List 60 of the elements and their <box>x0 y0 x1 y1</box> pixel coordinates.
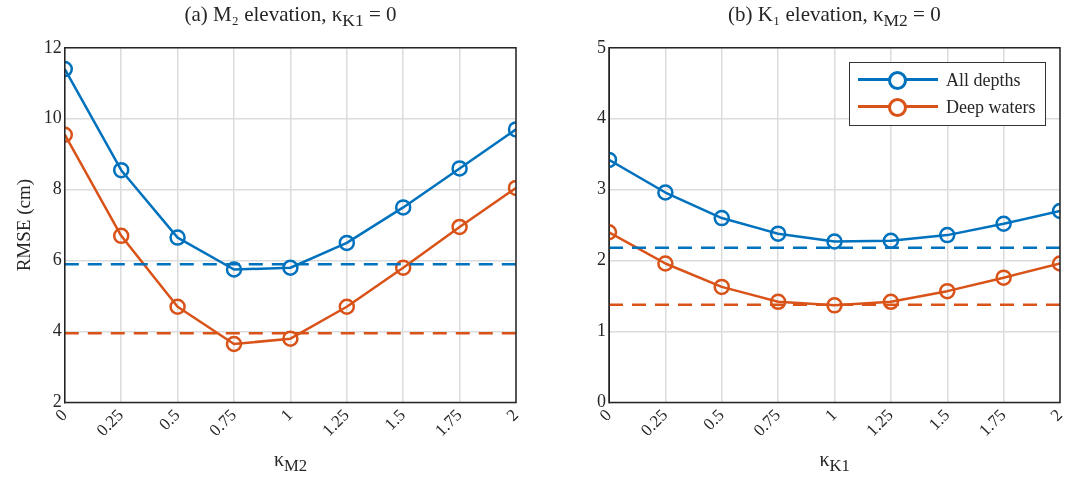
x-tick-label: 1.75 <box>431 405 466 440</box>
x-tick-label: 0.5 <box>699 405 728 434</box>
y-tick-label: 5 <box>597 36 606 57</box>
point <box>657 184 674 201</box>
x-tick-label: 1 <box>276 405 297 425</box>
y-tick-label: 2 <box>597 249 606 270</box>
y-tick-label: 4 <box>52 320 62 341</box>
y-tick-label: 3 <box>597 178 606 199</box>
point <box>282 259 299 276</box>
x-tick-label: 1 <box>821 405 841 425</box>
point <box>713 209 730 227</box>
point <box>169 298 186 316</box>
y-tick-label: 10 <box>43 107 62 128</box>
x-tick-label: 1.25 <box>318 405 353 440</box>
point <box>657 255 674 272</box>
y-axis-title: RMSE (cm) <box>13 178 36 272</box>
point <box>769 293 787 311</box>
y-tick-label: 8 <box>52 178 62 199</box>
point <box>713 278 730 296</box>
point <box>769 225 787 242</box>
x-tick-label: 1.25 <box>862 405 897 440</box>
point <box>338 234 356 252</box>
point <box>394 199 412 216</box>
x-tick-label: 0.5 <box>155 405 184 434</box>
point <box>338 298 356 316</box>
x-tick-label: 0.25 <box>636 405 672 440</box>
x-tick-label: 0.25 <box>92 405 128 440</box>
y-tick-label: 12 <box>43 36 62 57</box>
point <box>826 233 843 250</box>
x-tick-label: 2 <box>1046 405 1066 425</box>
y-tick-label: 4 <box>597 107 606 128</box>
x-axis-title: κ$_{K1}$ <box>819 448 850 476</box>
x-tick-label: 0.75 <box>749 405 785 440</box>
x-tick-label: 1.75 <box>975 405 1010 440</box>
point <box>882 293 900 311</box>
point <box>939 282 956 300</box>
x-tick-label: 0.75 <box>205 405 240 440</box>
x-tick-label: 1.5 <box>380 405 410 434</box>
point <box>112 161 130 179</box>
x-tick-label: 1.5 <box>924 405 954 434</box>
point <box>995 269 1012 286</box>
point <box>169 229 186 246</box>
legend-label: All depths <box>946 69 1021 91</box>
legend-label: Deep waters <box>946 96 1036 118</box>
y-tick-label: 1 <box>597 320 606 341</box>
point <box>112 227 130 245</box>
point <box>394 259 412 276</box>
point <box>225 335 243 353</box>
point <box>282 330 299 347</box>
point <box>826 297 843 314</box>
chart-title: (b) K₁ elevation, κ$_{M2}$ = 0 <box>728 2 941 32</box>
x-axis-title: κ$_{M2}$ <box>273 448 308 476</box>
chart-title: (a) M₂ elevation, κ$_{K1}$ = 0 <box>184 2 397 32</box>
y-tick-label: 6 <box>52 249 62 270</box>
x-tick-label: 2 <box>502 405 522 425</box>
point <box>995 215 1012 232</box>
point <box>451 218 468 236</box>
point <box>939 226 956 244</box>
point <box>451 160 468 177</box>
point <box>225 261 243 278</box>
